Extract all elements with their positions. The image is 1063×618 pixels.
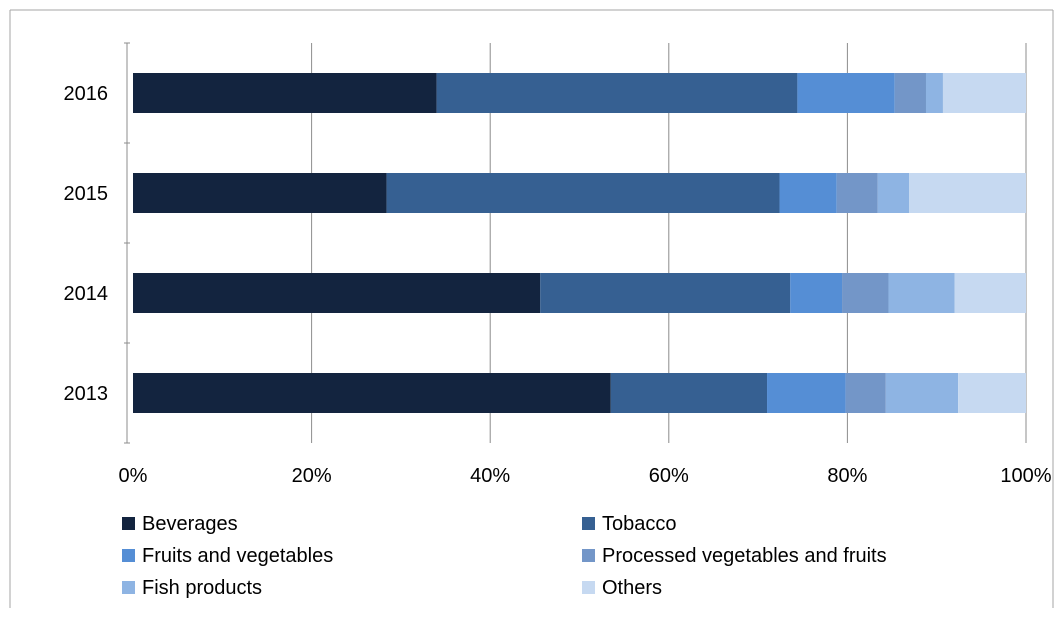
legend-label: Processed vegetables and fruits [602, 545, 887, 567]
bar-segment [958, 373, 1026, 413]
bar-segment [885, 373, 959, 413]
y-tick-label: 2014 [64, 283, 109, 305]
x-tick-label: 0% [119, 465, 148, 487]
bar-segment [386, 173, 780, 213]
bar-segment [909, 173, 1026, 213]
axes: 2013 2014 2015 2016 0% 20% 40% 60% 80% 100% [64, 42, 1052, 487]
legend-swatch [582, 517, 595, 530]
x-tick-label: 60% [649, 465, 689, 487]
bar-segment [845, 373, 886, 413]
y-tick-label: 2013 [64, 383, 109, 405]
legend-swatch [122, 517, 135, 530]
y-tick-label: 2016 [64, 83, 109, 105]
bar-segment [942, 73, 1026, 113]
bar-segment [610, 373, 768, 413]
legend-label: Beverages [142, 513, 238, 535]
legend-swatch [122, 581, 135, 594]
x-tick-label: 100% [1000, 465, 1051, 487]
y-tick-label: 2015 [64, 183, 109, 205]
bar-segment [894, 73, 926, 113]
bar-segment [133, 373, 611, 413]
bar-segment [133, 73, 437, 113]
bar-segment [790, 273, 843, 313]
legend-label: Fish products [142, 577, 262, 599]
bar-segment [877, 173, 910, 213]
legend-swatch [582, 549, 595, 562]
bar-segment [779, 173, 837, 213]
bar-segment [767, 373, 846, 413]
legend-label: Fruits and vegetables [142, 545, 333, 567]
legend-label: Tobacco [602, 513, 677, 535]
x-tick-label: 80% [827, 465, 867, 487]
bar-segment [888, 273, 955, 313]
bar-segment [797, 73, 895, 113]
bar-segment [133, 273, 541, 313]
bar-segment [842, 273, 889, 313]
bar-segment [436, 73, 798, 113]
bar-segment [133, 173, 387, 213]
legend: Beverages Tobacco Fruits and vegetables Pro… [122, 513, 887, 599]
chart-frame [9, 9, 1054, 608]
bar-segment [954, 273, 1026, 313]
legend-label: Others [602, 577, 662, 599]
x-tick-label: 20% [292, 465, 332, 487]
legend-swatch [122, 549, 135, 562]
bars [133, 73, 1026, 413]
x-tick-label: 40% [470, 465, 510, 487]
legend-swatch [582, 581, 595, 594]
bar-segment [540, 273, 791, 313]
bar-segment [836, 173, 878, 213]
bar-segment [925, 73, 943, 113]
